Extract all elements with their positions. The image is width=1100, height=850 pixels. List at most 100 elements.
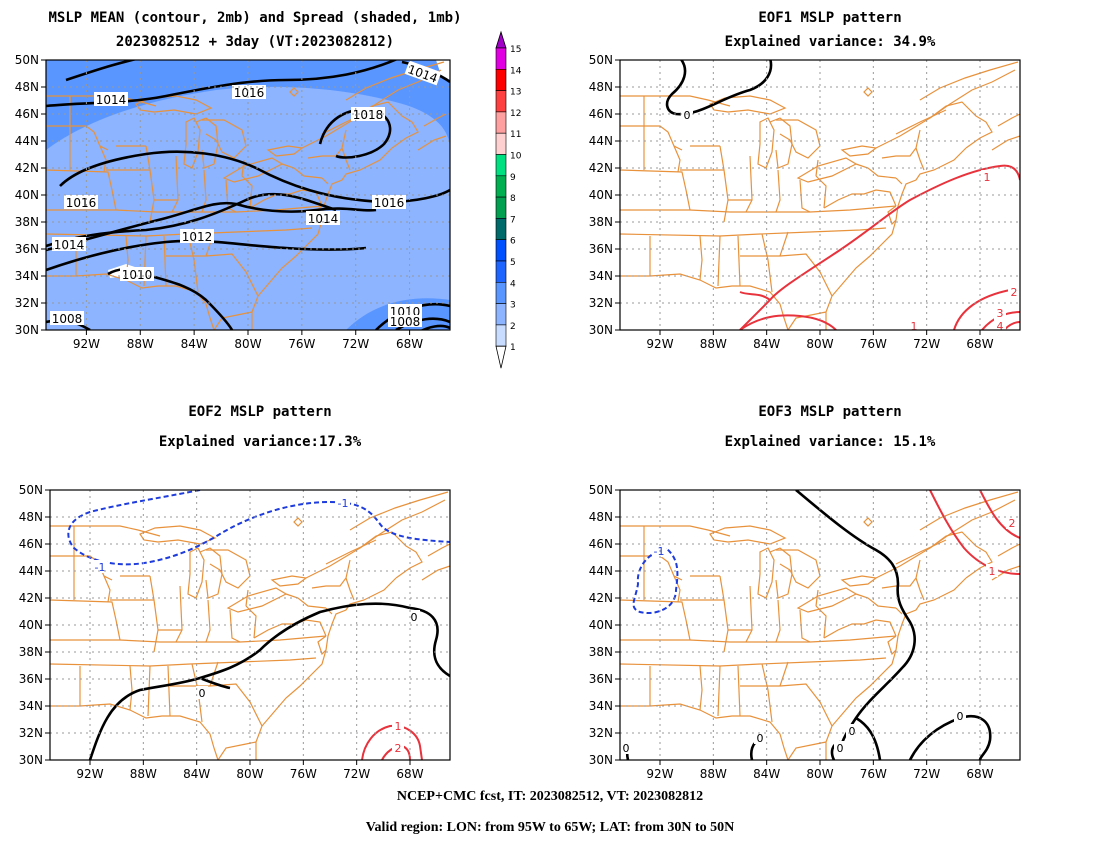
lat-tick-label: 30N	[589, 323, 613, 337]
footer-forecast-info: NCEP+CMC fcst, IT: 2023082512, VT: 20230…	[396, 789, 704, 804]
lon-tick-label: 88W	[700, 337, 727, 351]
colorbar-label: 10	[510, 152, 522, 162]
svg-text:0: 0	[411, 611, 418, 624]
lat-tick-label: 50N	[15, 53, 39, 67]
lat-tick-label: 34N	[589, 269, 613, 283]
eof3-label-0c: 0	[754, 731, 766, 745]
colorbar-segment	[495, 154, 507, 177]
contour-label-1014-a: 1014	[94, 92, 128, 107]
lat-tick-label: 48N	[589, 510, 613, 524]
lat-tick-label: 40N	[15, 188, 39, 202]
lon-tick-label: 92W	[646, 337, 673, 351]
lat-tick-label: 30N	[19, 753, 43, 767]
eof2-title-line1: EOF2 MSLP pattern	[188, 404, 332, 420]
svg-text:1016: 1016	[234, 86, 265, 100]
eof2-border	[49, 489, 451, 761]
eof2-label-0b: 0	[196, 686, 208, 700]
eof2-label-1: 1	[392, 719, 404, 733]
lon-tick-label: 92W	[73, 337, 100, 351]
lat-tick-label: 42N	[589, 591, 613, 605]
colorbar-label: 4	[510, 279, 516, 289]
colorbar-label: 12	[510, 109, 521, 119]
lat-tick-label: 40N	[589, 188, 613, 202]
eof2-label-neg1a: -1	[336, 496, 350, 510]
eof1-label-4: 4	[994, 319, 1006, 333]
colorbar-label: 15	[510, 45, 521, 55]
lon-tick-label: 92W	[76, 767, 103, 781]
colorbar-label: 11	[510, 130, 521, 140]
lon-tick-label: 92W	[646, 767, 673, 781]
colorbar-segment	[495, 196, 507, 219]
lat-tick-label: 38N	[15, 215, 39, 229]
lat-tick-label: 40N	[589, 618, 613, 632]
eof3-border	[619, 489, 1021, 761]
lon-tick-label: 72W	[343, 767, 370, 781]
svg-text:1008: 1008	[390, 315, 421, 329]
svg-text:1008: 1008	[52, 312, 83, 326]
lat-tick-label: 34N	[589, 699, 613, 713]
lon-tick-label: 76W	[860, 337, 887, 351]
lat-tick-label: 30N	[15, 323, 39, 337]
lon-tick-label: 80W	[806, 337, 833, 351]
lon-tick-label: 84W	[753, 767, 780, 781]
colorbar-label: 9	[510, 173, 516, 183]
contour-label-1008-b: 1008	[388, 315, 422, 329]
lat-tick-label: 38N	[19, 645, 43, 659]
lon-tick-label: 80W	[236, 767, 263, 781]
spread-colorbar: 15 14 13 12 11 10 9 8 7 6 5 4 3 2 1	[495, 30, 522, 369]
contour-label-1014-c: 1014	[52, 237, 86, 252]
svg-text:-1: -1	[338, 497, 349, 510]
svg-text:0: 0	[849, 725, 856, 738]
lat-tick-label: 48N	[589, 80, 613, 94]
colorbar-label: 2	[510, 322, 516, 332]
lat-tick-label: 50N	[589, 53, 613, 67]
eof1-label-3: 3	[994, 306, 1006, 320]
lon-tick-label: 76W	[290, 767, 317, 781]
svg-text:1010: 1010	[122, 268, 153, 282]
lat-tick-label: 32N	[15, 296, 39, 310]
svg-text:1016: 1016	[374, 196, 405, 210]
lon-tick-label: 68W	[396, 767, 423, 781]
eof1-title-line1: EOF1 MSLP pattern	[758, 10, 902, 26]
svg-text:1014: 1014	[54, 238, 85, 252]
lon-tick-label: 68W	[966, 767, 993, 781]
contour-label-1016-a: 1016	[232, 85, 266, 100]
eof2-label-2: 2	[392, 741, 404, 755]
svg-text:0: 0	[199, 687, 206, 700]
lon-tick-label: 88W	[700, 767, 727, 781]
colorbar-label: 14	[510, 66, 522, 76]
colorbar-segment	[495, 303, 507, 326]
lat-tick-label: 34N	[19, 699, 43, 713]
svg-text:1014: 1014	[96, 93, 127, 107]
lon-tick-label: 68W	[396, 337, 423, 351]
colorbar-label: 13	[510, 88, 521, 98]
colorbar-label: 6	[510, 237, 516, 247]
svg-text:1016: 1016	[66, 196, 97, 210]
svg-text:1: 1	[984, 171, 991, 184]
lon-tick-label: 84W	[181, 337, 208, 351]
lat-tick-label: 44N	[589, 564, 613, 578]
svg-text:1012: 1012	[182, 230, 213, 244]
lat-tick-label: 36N	[589, 242, 613, 256]
lat-tick-label: 30N	[589, 753, 613, 767]
lat-tick-label: 36N	[15, 242, 39, 256]
eof1-label-1b: 1	[911, 320, 918, 330]
svg-text:4: 4	[997, 320, 1004, 333]
eof2-label-neg1b: -1	[93, 560, 107, 574]
colorbar-label: 7	[510, 215, 516, 225]
colorbar-segment	[495, 239, 507, 262]
eof1-title-line2: Explained variance: 34.9%	[724, 34, 936, 50]
eof3-title-line1: EOF3 MSLP pattern	[758, 404, 902, 420]
eof3-frame: 92W 88W 84W 80W 76W 72W 68W 50N 48N 46N 44N 42N 40N 3…	[589, 483, 1021, 781]
mean-frame: 92W 88W 84W 80W 76W 72W 68W 50N 48N 46N 44N 42N 40N 3…	[15, 53, 451, 351]
eof3-label-0d: 0	[834, 741, 846, 755]
colorbar-segment	[495, 90, 507, 113]
lon-tick-label: 72W	[913, 337, 940, 351]
eof3-label-0a: 0	[954, 709, 966, 723]
svg-text:-1: -1	[95, 561, 106, 574]
colorbar-label: 5	[510, 258, 516, 268]
colorbar-segment	[495, 132, 507, 155]
colorbar-segment	[495, 281, 507, 304]
lat-tick-label: 38N	[589, 645, 613, 659]
